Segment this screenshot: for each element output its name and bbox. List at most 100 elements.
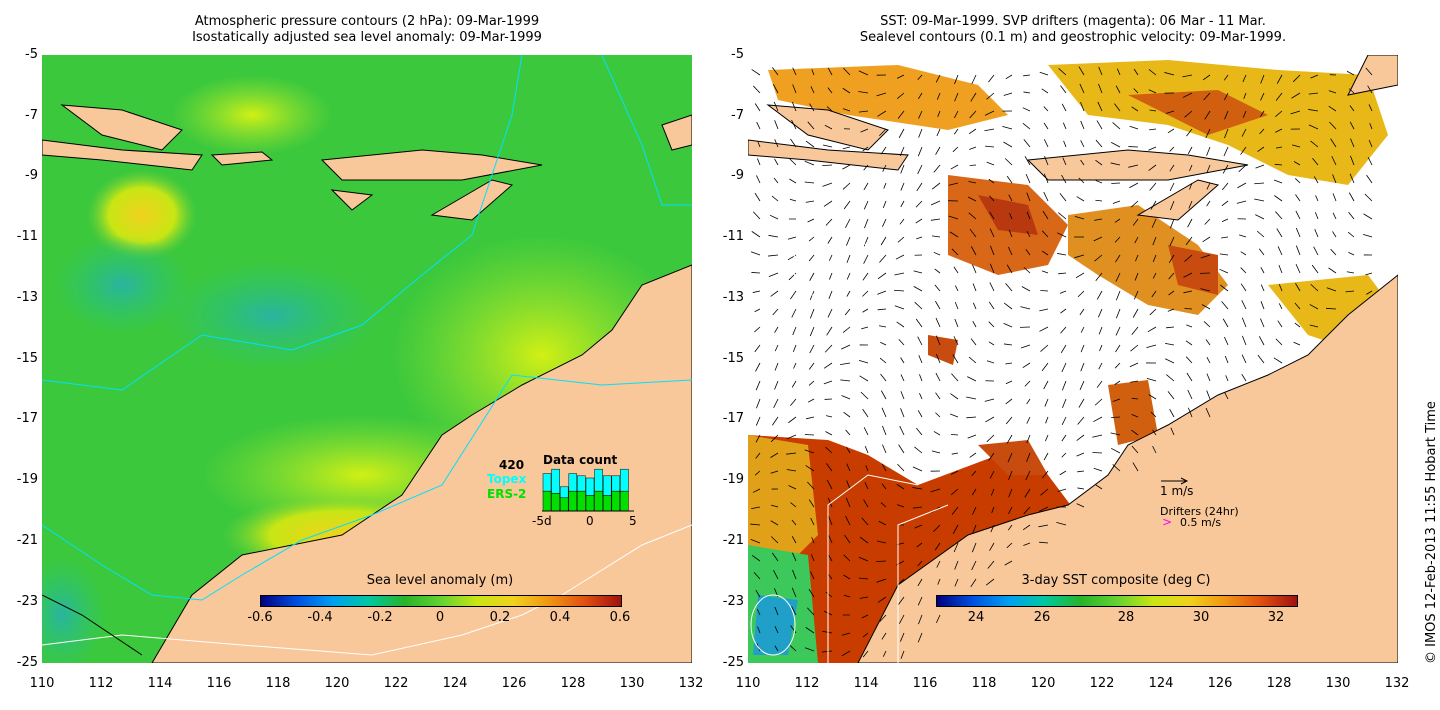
data-count-x-tick: 0 xyxy=(586,514,594,528)
drifter-arrow-icon: > xyxy=(1162,515,1173,529)
left-y-tick: -5 xyxy=(25,47,38,62)
right-y-tick: -15 xyxy=(722,351,744,366)
left-colorbar-tick: 0 xyxy=(435,610,445,625)
left-y-tick: -11 xyxy=(16,229,38,244)
left-x-tick: 120 xyxy=(324,676,350,691)
left-title-line1: Atmospheric pressure contours (2 hPa): 0… xyxy=(194,14,540,29)
left-y-tick: -17 xyxy=(16,411,38,426)
right-x-tick: 130 xyxy=(1325,676,1351,691)
warm-sst-region xyxy=(748,435,1078,663)
left-colorbar-tick: -0.6 xyxy=(247,610,273,625)
sst-patch xyxy=(768,65,1008,130)
right-colorbar-tick: 24 xyxy=(967,610,985,625)
left-x-tick: 116 xyxy=(206,676,232,691)
sea-level-anomaly-map xyxy=(42,55,692,663)
right-x-tick: 128 xyxy=(1266,676,1292,691)
right-x-tick: 112 xyxy=(794,676,820,691)
drifters-label: Drifters (24hr) xyxy=(1160,505,1239,518)
topex-bar xyxy=(568,473,578,492)
topex-bar xyxy=(577,475,586,492)
left-title-line2: Isostatically adjusted sea level anomaly… xyxy=(192,30,542,45)
topex-bar xyxy=(602,475,612,496)
data-count-x-tick: -5d xyxy=(532,514,552,528)
velocity-scale-label: 1 m/s xyxy=(1160,484,1194,498)
right-x-tick: 122 xyxy=(1089,676,1115,691)
right-x-tick: 116 xyxy=(912,676,938,691)
ers2-bar xyxy=(568,490,578,512)
ers2-bar xyxy=(542,490,552,512)
left-x-tick: 118 xyxy=(265,676,291,691)
left-x-tick: 126 xyxy=(501,676,527,691)
left-colorbar-tick: 0.4 xyxy=(549,610,571,625)
left-x-tick: 114 xyxy=(147,676,173,691)
velocity-scale-arrow xyxy=(1161,477,1189,485)
left-y-tick: -13 xyxy=(16,290,38,305)
australia-landmass xyxy=(151,264,692,663)
left-colorbar-title: Sea level anomaly (m) xyxy=(366,573,514,588)
topex-bar xyxy=(551,468,560,494)
right-title: SST: 09-Mar-1999. SVP drifters (magenta)… xyxy=(748,14,1398,46)
topex-bar xyxy=(585,477,595,496)
left-y-tick: -9 xyxy=(25,168,38,183)
left-x-tick: 122 xyxy=(383,676,409,691)
right-y-tick: -11 xyxy=(722,229,744,244)
right-y-tick: -21 xyxy=(722,533,744,548)
left-y-tick: -21 xyxy=(16,533,38,548)
ers2-label: ERS-2 xyxy=(487,487,527,501)
drifter-speed-label: 0.5 m/s xyxy=(1180,516,1222,529)
data-count-bars xyxy=(542,468,634,512)
left-title: Atmospheric pressure contours (2 hPa): 0… xyxy=(42,14,692,46)
left-colorbar-tick: -0.4 xyxy=(307,610,333,625)
right-y-tick: -19 xyxy=(722,472,744,487)
right-y-tick: -23 xyxy=(722,594,744,609)
right-x-tick: 126 xyxy=(1207,676,1233,691)
ers2-bar xyxy=(577,490,586,512)
right-x-tick: 110 xyxy=(735,676,761,691)
right-colorbar-title: 3-day SST composite (deg C) xyxy=(1021,573,1211,588)
right-y-tick: -5 xyxy=(731,47,744,62)
island-timor xyxy=(430,179,514,221)
left-y-tick: -25 xyxy=(16,655,38,670)
left-colorbar-tick: -0.2 xyxy=(367,610,393,625)
island-java xyxy=(60,104,183,151)
low-anomaly-region xyxy=(52,235,192,335)
credit-text: © IMOS 12-Feb-2013 11:55 Hobart Time xyxy=(1424,401,1439,664)
left-colorbar xyxy=(260,595,622,607)
right-x-tick: 118 xyxy=(971,676,997,691)
ers2-bar xyxy=(551,493,560,512)
left-x-tick: 128 xyxy=(560,676,586,691)
left-y-tick: -19 xyxy=(16,472,38,487)
data-count-title: Data count xyxy=(543,453,618,467)
data-count-x-tick: 5 xyxy=(629,514,637,528)
data-count-max: 420 xyxy=(499,458,525,472)
sst-map xyxy=(748,55,1398,663)
right-x-tick: 124 xyxy=(1148,676,1174,691)
right-colorbar-tick: 30 xyxy=(1192,610,1210,625)
topex-label: Topex xyxy=(487,472,527,486)
right-colorbar-tick: 32 xyxy=(1267,610,1285,625)
right-y-tick: -25 xyxy=(722,655,744,670)
topex-bar xyxy=(620,468,629,492)
ers2-bar xyxy=(602,495,612,512)
ers2-bar xyxy=(620,490,629,512)
ers2-bar xyxy=(559,497,569,512)
left-x-tick: 130 xyxy=(619,676,645,691)
left-y-tick: -7 xyxy=(25,108,38,123)
right-x-tick: 120 xyxy=(1030,676,1056,691)
ers2-bar xyxy=(611,490,621,512)
left-x-tick: 110 xyxy=(29,676,55,691)
left-colorbar-tick: 0.2 xyxy=(489,610,511,625)
australia-landmass xyxy=(857,274,1398,663)
ers2-bar xyxy=(585,495,595,512)
left-x-tick: 112 xyxy=(88,676,114,691)
right-x-tick: 114 xyxy=(853,676,879,691)
ers2-bar xyxy=(594,490,603,512)
sst-svg xyxy=(748,55,1398,663)
right-y-tick: -7 xyxy=(731,108,744,123)
left-y-tick: -15 xyxy=(16,351,38,366)
right-colorbar-tick: 28 xyxy=(1117,610,1135,625)
topex-bar xyxy=(611,475,621,492)
right-y-tick: -9 xyxy=(731,168,744,183)
right-x-tick: 132 xyxy=(1384,676,1410,691)
left-y-tick: -23 xyxy=(16,594,38,609)
